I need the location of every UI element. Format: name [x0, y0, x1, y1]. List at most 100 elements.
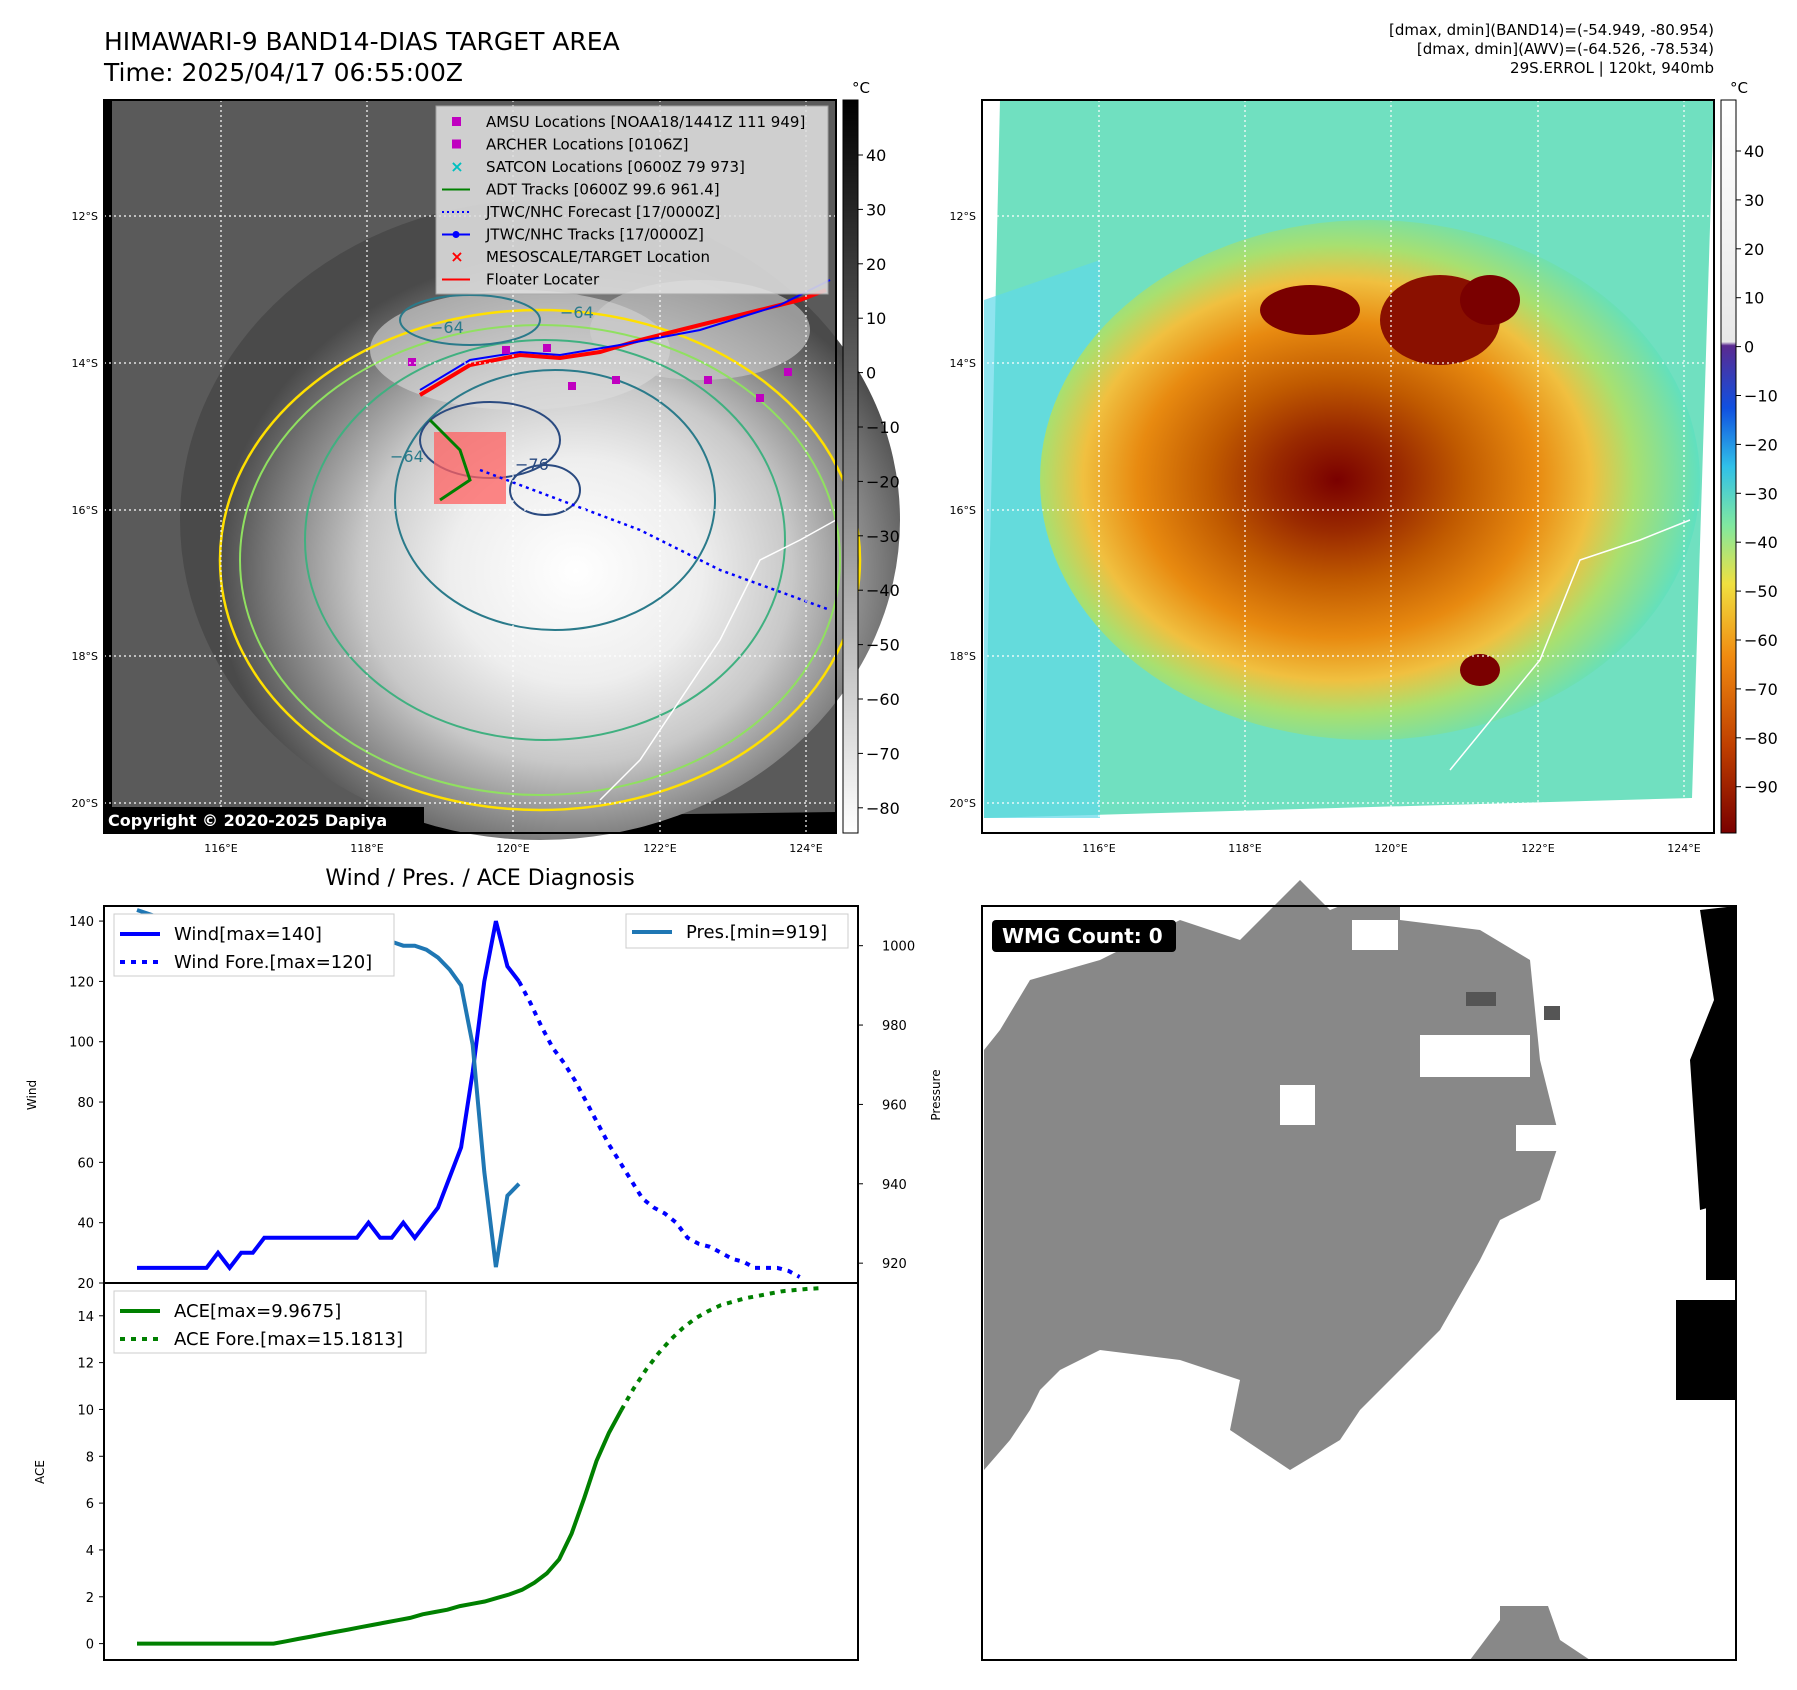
- colorbar-tick-label: 10: [866, 309, 886, 328]
- colorbar-tick-label: −80: [1744, 729, 1778, 748]
- contour-label: −64: [430, 318, 464, 337]
- wmg-count-badge: [992, 920, 1176, 952]
- colorbar-tick-label: −30: [1744, 484, 1778, 503]
- lon-tick-label: 122°E: [1521, 842, 1554, 855]
- legend-marker: [452, 117, 461, 126]
- lon-tick-label: 118°E: [1228, 842, 1261, 855]
- ace-chart-frame: [103, 1282, 859, 1661]
- y-tick-label: 60: [77, 1156, 94, 1171]
- colorbar-tick-label: −30: [866, 527, 900, 546]
- y-tick-label: 80: [77, 1096, 94, 1111]
- lon-tick-label: 118°E: [350, 842, 383, 855]
- legend-label: ACE[max=9.9675]: [174, 1301, 341, 1322]
- legend-marker: [452, 231, 460, 238]
- map-tick-labels: 12°S 12°S 14°S 14°S 16°S 16°S 18°S 18°S 20°S 20°S…: [72, 210, 1701, 855]
- colorbar-tick-label: −60: [866, 690, 900, 709]
- colorbar-tick-label: −40: [866, 581, 900, 600]
- pressure-axis-label: Pressure: [929, 1069, 943, 1120]
- lat-tick-label: 18°S: [950, 650, 976, 663]
- y-tick-label: 0: [86, 1638, 94, 1653]
- y-tick-right-label: 960: [882, 1098, 907, 1113]
- lat-tick-label: 16°S: [72, 504, 98, 517]
- colorbar-tick-label: −20: [1744, 435, 1778, 454]
- lon-tick-label: 116°E: [1082, 842, 1115, 855]
- coastline: [599, 519, 837, 801]
- y-tick-label: 12: [77, 1357, 94, 1372]
- jtwc-forecast: [479, 468, 831, 612]
- contour-label: −76: [515, 455, 549, 474]
- figure-time-line: Time: 2025/04/17 06:55:00Z: [104, 58, 463, 87]
- colorbar-tick-label: −50: [1744, 582, 1778, 601]
- lon-tick-label: 124°E: [789, 842, 822, 855]
- series-line: [517, 980, 801, 1279]
- colorbar-tick-label: −70: [1744, 680, 1778, 699]
- y-tick-label: 14: [77, 1310, 94, 1325]
- legend-marker: [452, 139, 461, 149]
- colorbar-tick-label: 30: [866, 200, 886, 219]
- legend-label: JTWC/NHC Tracks [17/0000Z]: [485, 226, 704, 244]
- lon-tick-label: 116°E: [204, 842, 237, 855]
- legend-marker: ×: [450, 157, 463, 176]
- colorbar-tick-label: −20: [866, 472, 900, 491]
- wmg-count-label: WMG Count: 0: [1002, 924, 1163, 948]
- legend-label: ACE Fore.[max=15.1813]: [174, 1329, 403, 1350]
- lat-tick-label: 20°S: [72, 797, 98, 810]
- target-box: [434, 432, 506, 504]
- legend-box: [113, 1290, 427, 1354]
- ir-colorbar-ticks: 40 30 20 10 0 −10 −20 −30 −40 −50 −60 −70 −80: [858, 146, 900, 818]
- legend-label: SATCON Locations [0600Z 79 973]: [486, 158, 745, 176]
- wmg-panel: [982, 880, 1736, 1660]
- figure-title: HIMAWARI-9 BAND14-DIAS TARGET AREA Time:…: [104, 26, 620, 88]
- colorbar-tick-label: −10: [1744, 387, 1778, 406]
- awv-colorbar-unit: °C: [1730, 79, 1748, 97]
- legend-marker: ×: [450, 247, 463, 266]
- legend-label: ADT Tracks [0600Z 99.6 961.4]: [486, 181, 720, 199]
- ace-chart: 0 2 4 6 8 10 12 14 ACE[max=9.9675] ACE Fore.[max=…: [77, 1286, 821, 1653]
- lat-tick-label: 18°S: [72, 650, 98, 663]
- legend-label: AMSU Locations [NOAA18/1441Z 111 949]: [486, 113, 805, 131]
- lat-tick-label: 14°S: [950, 357, 976, 370]
- copyright-text: Copyright © 2020-2025 Dapiya: [108, 811, 387, 830]
- colorbar-tick-label: −40: [1744, 533, 1778, 552]
- colorbar-tick-label: −10: [866, 418, 900, 437]
- colorbar-tick-label: 10: [1744, 289, 1764, 308]
- copyright-banner: [104, 807, 424, 833]
- wind-axis-label: Wind: [25, 1080, 39, 1110]
- awv-gridlines: [982, 100, 1714, 833]
- awv-colorbar-ticks: 40 30 20 10 0 −10 −20 −30 −40 −50 −60 −70 −80 −90: [1736, 142, 1778, 797]
- lon-tick-label: 120°E: [496, 842, 529, 855]
- contour-label: −64: [560, 303, 594, 322]
- y-tick-label: 10: [77, 1403, 94, 1418]
- colorbar-tick-label: −80: [866, 799, 900, 818]
- lat-tick-label: 20°S: [950, 797, 976, 810]
- lat-tick-label: 16°S: [950, 504, 976, 517]
- ir-legend: [435, 105, 829, 295]
- ir-colorbar: [842, 99, 859, 834]
- y-tick-label: 8: [86, 1450, 94, 1465]
- storm-summary: 29S.ERROL | 120kt, 940mb: [1510, 59, 1714, 77]
- series-line: [619, 1286, 821, 1412]
- y-tick-label: 140: [69, 915, 94, 930]
- legend-label: Wind Fore.[max=120]: [174, 952, 372, 973]
- y-tick-label: 4: [86, 1544, 94, 1559]
- wind-pres-chart: 20 40 60 80 100 120 140 920 940 960 980 1000 Wind[ma…: [69, 908, 915, 1292]
- y-tick-right-label: 940: [882, 1178, 907, 1193]
- adt-track: [428, 418, 472, 502]
- chart-title: Wind / Pres. / ACE Diagnosis: [325, 866, 634, 891]
- y-tick-right-label: 1000: [882, 940, 915, 955]
- awv-colorbar: [1720, 99, 1737, 834]
- y-tick-label: 100: [69, 1036, 94, 1051]
- colorbar-tick-label: −50: [866, 636, 900, 655]
- colorbar-tick-label: −60: [1744, 631, 1778, 650]
- lon-tick-label: 120°E: [1374, 842, 1407, 855]
- colorbar-tick-label: −70: [866, 744, 900, 763]
- colorbar-tick-label: 40: [866, 146, 886, 165]
- lat-tick-label: 12°S: [72, 210, 98, 223]
- dmax-band14: [dmax, dmin](BAND14)=(-54.949, -80.954): [1389, 21, 1714, 39]
- lon-tick-label: 124°E: [1667, 842, 1700, 855]
- colorbar-tick-label: 20: [1744, 240, 1764, 259]
- colorbar-tick-label: 30: [1744, 191, 1764, 210]
- ir-colorbar-unit: °C: [852, 79, 870, 97]
- contour-label: −64: [390, 447, 424, 466]
